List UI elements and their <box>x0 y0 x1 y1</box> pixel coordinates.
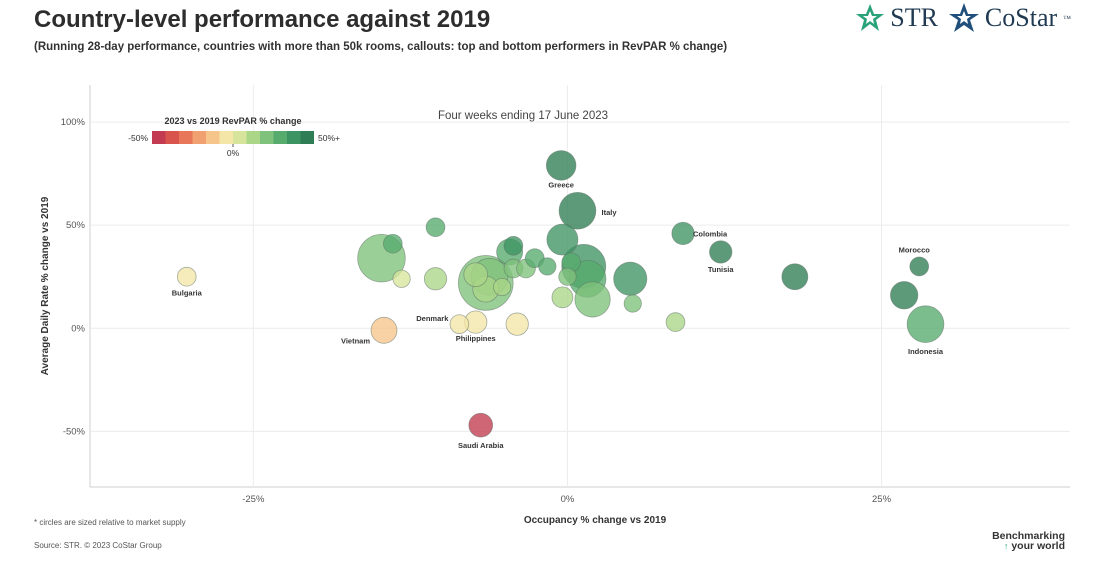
point-label: Tunisia <box>708 265 735 274</box>
chart-title: Country-level performance against 2019 <box>34 6 491 33</box>
legend-swatch <box>219 131 233 144</box>
data-point <box>671 221 695 246</box>
data-point <box>558 191 597 230</box>
y-tick-label: 0% <box>71 323 85 334</box>
data-point <box>503 236 524 256</box>
point-label: Vietnam <box>341 336 370 345</box>
data-point <box>545 150 577 181</box>
y-tick-label: 100% <box>61 117 86 128</box>
point-label: Indonesia <box>908 347 944 356</box>
brand-logos: STR CoStar ™ <box>855 2 1071 34</box>
legend-swatch <box>179 131 193 144</box>
costar-star-icon <box>948 3 979 32</box>
x-axis-title: Occupancy % change vs 2019 <box>524 515 667 526</box>
y-axis-title: Average Daily Rate % change vs 2019 <box>40 196 51 375</box>
benchmarking-tagline: Benchmarking ↑ your world <box>992 530 1065 552</box>
legend-swatch <box>152 131 166 144</box>
legend-min-label: -50% <box>128 133 148 143</box>
point-label: Philippines <box>456 334 496 343</box>
str-logo: STR <box>855 3 938 33</box>
data-point <box>551 286 574 309</box>
data-point <box>423 267 448 291</box>
x-tick-label: -25% <box>242 494 265 505</box>
benchmarking-line1: Benchmarking <box>992 530 1065 542</box>
legend-swatch <box>273 131 287 144</box>
data-point <box>890 281 919 310</box>
data-point <box>425 217 446 238</box>
data-point <box>665 312 686 332</box>
data-point <box>468 412 494 438</box>
str-wordmark: STR <box>890 3 938 32</box>
point-label: Bulgaria <box>172 289 203 298</box>
chart-annotation: Four weeks ending 17 June 2023 <box>438 110 608 122</box>
legend-swatch <box>287 131 301 144</box>
data-point <box>781 263 809 291</box>
point-label: Morocco <box>899 245 931 254</box>
footnote: * circles are sized relative to market s… <box>34 518 186 527</box>
data-point <box>623 294 642 313</box>
data-point <box>909 256 930 277</box>
legend-max-label: 50%+ <box>318 133 340 143</box>
data-point <box>613 261 648 296</box>
data-point <box>176 266 197 287</box>
legend-swatch <box>300 131 314 144</box>
legend-swatch <box>206 131 220 144</box>
data-point <box>574 281 611 318</box>
data-point <box>709 240 733 264</box>
str-star-icon <box>856 4 885 31</box>
costar-logo: CoStar ™ <box>948 2 1071 34</box>
y-tick-label: 50% <box>66 220 86 231</box>
benchmarking-line2: your world <box>1011 540 1065 552</box>
data-point <box>392 269 411 288</box>
data-point <box>382 233 403 254</box>
legend-swatch <box>246 131 260 144</box>
costar-wordmark: CoStar <box>984 3 1058 32</box>
data-point <box>546 223 579 256</box>
data-point <box>558 267 577 286</box>
point-label: Colombia <box>693 229 728 238</box>
legend-swatch <box>260 131 274 144</box>
y-tick-label: -50% <box>63 426 86 437</box>
point-label: Greece <box>548 180 573 189</box>
data-point <box>505 312 529 336</box>
data-point <box>463 262 489 287</box>
point-label: Denmark <box>416 314 449 323</box>
data-point <box>370 316 398 344</box>
trademark-symbol: ™ <box>1063 13 1071 23</box>
x-tick-label: 25% <box>872 494 892 505</box>
legend-swatch <box>192 131 206 144</box>
data-point <box>449 314 470 334</box>
legend-swatch <box>233 131 247 144</box>
chart-subtitle: (Running 28-day performance, countries w… <box>34 41 728 53</box>
arrow-up-icon: ↑ <box>1003 541 1009 551</box>
data-point <box>493 277 512 297</box>
legend-swatch <box>165 131 179 144</box>
source-note: Source: STR. © 2023 CoStar Group <box>34 541 162 550</box>
legend-title: 2023 vs 2019 RevPAR % change <box>165 116 302 126</box>
point-label: Italy <box>601 208 617 217</box>
data-point <box>538 257 557 276</box>
point-label: Saudi Arabia <box>458 441 504 450</box>
data-point <box>906 305 945 343</box>
x-tick-label: 0% <box>561 494 575 505</box>
legend-mid-label: 0% <box>227 148 240 158</box>
